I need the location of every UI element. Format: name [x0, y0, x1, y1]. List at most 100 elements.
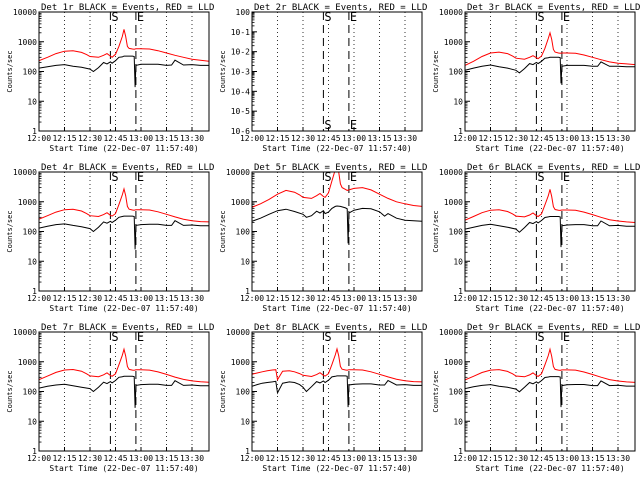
y-tick-label: 10 [27, 97, 37, 106]
y-tick-label: 1000 [444, 358, 463, 367]
x-tick-label: 12:45 [316, 454, 340, 463]
x-tick-label: 12:00 [453, 134, 477, 143]
panel-title: Det 5r BLACK = Events, RED = LLD [254, 163, 427, 173]
y-axis-label: Counts/sec [432, 370, 440, 412]
x-tick-label: 12:45 [316, 134, 340, 143]
y-tick-label: 10 [453, 417, 463, 426]
y-tick-label: 10000 [13, 328, 37, 337]
x-tick-label: 13:00 [342, 294, 366, 303]
x-tick-label: 12:15 [265, 134, 289, 143]
y-tick-label: 10000 [439, 8, 463, 17]
series-events [39, 375, 209, 408]
x-axis-label: Start Time (22-Dec-07 11:57:40) [49, 304, 198, 313]
x-axis-label: Start Time (22-Dec-07 11:57:40) [49, 144, 198, 153]
panel-title: Det 3r BLACK = Events, RED = LLD [467, 3, 640, 13]
x-axis-label: Start Time (22-Dec-07 11:57:40) [475, 304, 624, 313]
y-tick-label: 1000 [18, 358, 37, 367]
marker-label-S: S [111, 10, 118, 24]
x-tick-label: 12:15 [265, 294, 289, 303]
x-tick-label: 12:30 [291, 454, 315, 463]
y-tick-label: 10-6 [231, 127, 250, 136]
y-tick-label: 100 [449, 388, 464, 397]
series-events [465, 56, 635, 84]
x-tick-label: 13:30 [606, 294, 630, 303]
series-lld [39, 347, 209, 383]
x-axis-label: Start Time (22-Dec-07 11:57:40) [262, 464, 411, 473]
x-tick-label: 13:15 [367, 294, 391, 303]
series-lld [252, 346, 422, 383]
x-tick-label: 12:00 [27, 454, 51, 463]
x-tick-label: 12:00 [453, 454, 477, 463]
series-events [252, 205, 422, 244]
x-axis-label: Start Time (22-Dec-07 11:57:40) [49, 464, 198, 473]
y-tick-label: 10 [27, 417, 37, 426]
marker-label-E: E [137, 170, 144, 184]
x-tick-label: 12:00 [240, 454, 264, 463]
plot-frame [464, 331, 636, 452]
x-axis-label: Start Time (22-Dec-07 11:57:40) [475, 144, 624, 153]
x-tick-label: 13:30 [180, 134, 204, 143]
panel-title: Det 1r BLACK = Events, RED = LLD [41, 3, 214, 13]
y-axis-label: Counts/sec [432, 50, 440, 92]
y-tick-label: 1000 [18, 38, 37, 47]
x-tick-label: 12:30 [504, 294, 528, 303]
y-tick-label: 1 [32, 127, 37, 136]
x-tick-label: 13:15 [580, 454, 604, 463]
x-tick-label: 13:15 [580, 134, 604, 143]
series-lld [252, 172, 422, 208]
x-tick-label: 12:30 [504, 454, 528, 463]
x-tick-label: 12:45 [103, 294, 127, 303]
y-axis-label: Counts/sec [219, 210, 227, 252]
x-tick-label: 13:30 [393, 134, 417, 143]
y-tick-label: 1 [245, 287, 250, 296]
y-tick-label: 100 [236, 228, 251, 237]
series-lld [465, 347, 635, 383]
x-tick-label: 13:00 [129, 294, 153, 303]
panel-title: Det 4r BLACK = Events, RED = LLD [41, 163, 214, 173]
marker-label-bottom-E: E [350, 118, 357, 132]
plot-frame [464, 171, 636, 292]
series-lld [465, 189, 635, 223]
marker-label-E: E [137, 330, 144, 344]
y-tick-label: 10-3 [231, 68, 250, 77]
y-tick-label: 100 [236, 8, 251, 17]
plot-frame [38, 171, 210, 292]
x-tick-label: 13:00 [129, 454, 153, 463]
x-tick-label: 12:45 [316, 294, 340, 303]
y-tick-label: 100 [449, 228, 464, 237]
x-tick-label: 13:30 [606, 134, 630, 143]
marker-label-bottom-S: S [324, 118, 331, 132]
y-tick-label: 10 [240, 257, 250, 266]
x-tick-label: 12:15 [478, 294, 502, 303]
x-tick-label: 12:30 [291, 294, 315, 303]
series-lld [465, 30, 635, 66]
y-tick-label: 100 [236, 388, 251, 397]
series-events [39, 215, 209, 250]
x-axis-label: Start Time (22-Dec-07 11:57:40) [262, 144, 411, 153]
x-tick-label: 12:15 [265, 454, 289, 463]
panel-4: Det 4r BLACK = Events, RED = LLD 12:00 12:… [6, 163, 214, 313]
x-tick-label: 12:45 [103, 454, 127, 463]
marker-label-S: S [537, 170, 544, 184]
y-tick-label: 1 [32, 447, 37, 456]
x-tick-label: 12:30 [291, 134, 315, 143]
y-tick-label: 1 [458, 287, 463, 296]
x-tick-label: 12:45 [529, 294, 553, 303]
y-tick-label: 10 [240, 417, 250, 426]
x-tick-label: 12:00 [27, 294, 51, 303]
series-events [39, 55, 209, 88]
y-tick-label: 10000 [439, 328, 463, 337]
marker-label-S: S [324, 330, 331, 344]
marker-label-E: E [350, 170, 357, 184]
y-axis-label: Counts/sec [6, 370, 14, 412]
x-tick-label: 13:15 [154, 134, 178, 143]
